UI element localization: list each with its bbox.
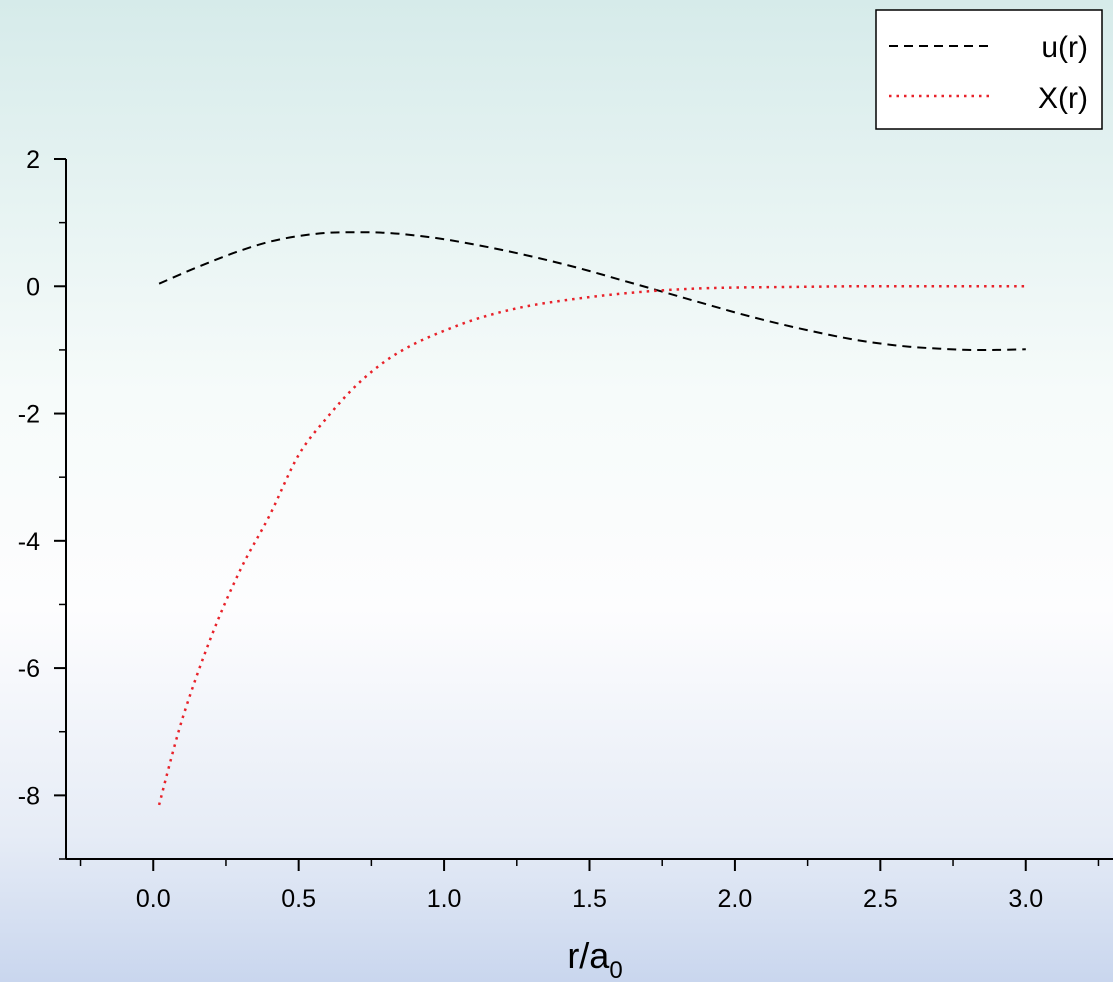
- x-tick-label: 2.5: [863, 885, 898, 913]
- legend-label-x: X(r): [1038, 82, 1088, 115]
- series-line-u: [158, 231, 1026, 352]
- x-tick-label: 2.0: [718, 885, 753, 913]
- legend: u(r) X(r): [875, 9, 1103, 130]
- y-tick-label: -6: [18, 655, 40, 683]
- y-tick-label: 0: [26, 273, 40, 301]
- x-tick-label: 0.0: [136, 885, 171, 913]
- x-tick-label: 1.5: [572, 885, 607, 913]
- x-axis-label-text: r/a: [567, 935, 610, 976]
- x-tick-label: 1.0: [427, 885, 462, 913]
- axes: 2 0 -2 -4 -6 -8 0.0 0.5 1.0 1.5 2.0 2.5 3.0: [18, 146, 1113, 913]
- legend-box: [875, 9, 1103, 130]
- y-tick-label: 2: [26, 146, 40, 174]
- y-tick-label: -8: [18, 782, 40, 810]
- x-tick-label: 0.5: [281, 885, 316, 913]
- series-layer: [157, 231, 1026, 806]
- x-axis-label-subscript: 0: [609, 957, 622, 982]
- x-tick-label: 3.0: [1008, 885, 1043, 913]
- y-tick-label: -4: [18, 528, 40, 556]
- x-axis-label: r/a0: [567, 935, 622, 982]
- series-line-x: [157, 285, 1026, 806]
- y-tick-label: -2: [18, 401, 40, 429]
- legend-label-u: u(r): [1041, 31, 1088, 64]
